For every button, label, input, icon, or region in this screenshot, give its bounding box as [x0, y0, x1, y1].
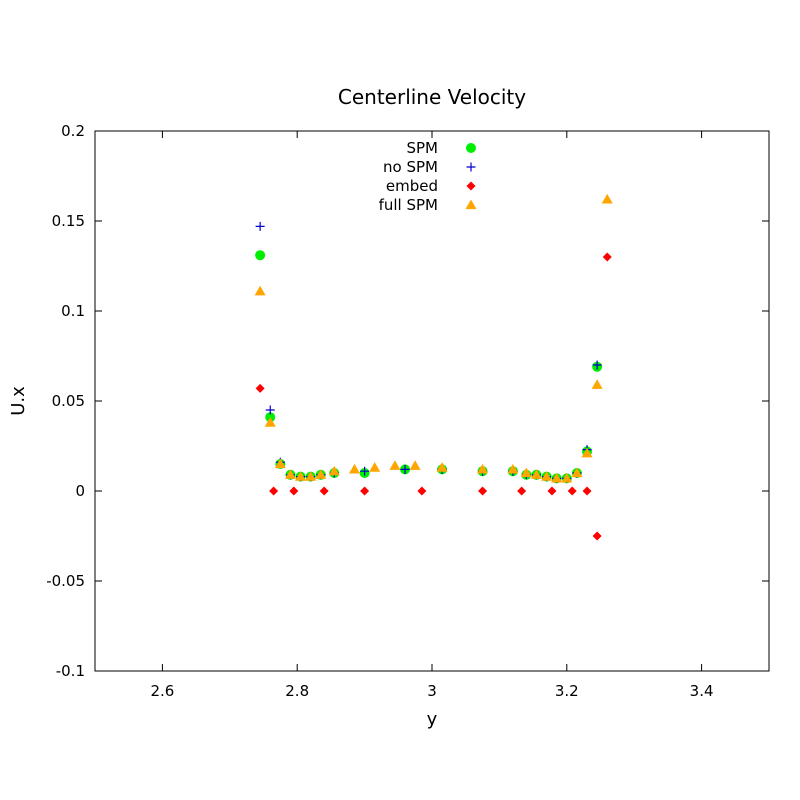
data-point [369, 462, 381, 472]
data-point [269, 486, 279, 496]
data-point [328, 465, 340, 476]
y-tick-label: 0.15 [52, 212, 85, 230]
data-point [255, 221, 265, 231]
data-point [348, 463, 360, 474]
data-point [547, 486, 557, 496]
legend-marker [466, 181, 476, 191]
x-tick-label: 3.2 [555, 682, 579, 700]
y-tick-label: 0 [75, 482, 85, 500]
data-point [400, 464, 410, 474]
data-point [602, 252, 612, 262]
data-point [274, 458, 286, 469]
data-point [567, 486, 577, 496]
data-point [389, 460, 401, 470]
x-tick-label: 3.4 [690, 682, 714, 700]
legend-label: no SPM [383, 158, 438, 176]
data-point [265, 405, 275, 415]
series-no-spm [255, 221, 602, 483]
legend-marker [465, 199, 477, 210]
legend-label: embed [386, 177, 438, 195]
series-spm [255, 250, 603, 484]
y-tick-label: -0.05 [46, 572, 85, 590]
data-point [315, 469, 327, 479]
data-point [295, 471, 307, 481]
series-embed [255, 252, 612, 541]
y-tick-label: 0.2 [61, 122, 85, 140]
data-point [436, 462, 448, 472]
data-points [254, 193, 613, 541]
data-point [284, 469, 296, 479]
data-point [520, 467, 532, 478]
x-tick-label: 2.6 [150, 682, 174, 700]
data-point [601, 193, 613, 204]
data-point [360, 486, 370, 496]
data-point [360, 466, 370, 476]
data-point [254, 285, 266, 296]
data-point [592, 531, 602, 541]
chart-title: Centerline Velocity [338, 85, 526, 109]
data-point [551, 472, 563, 483]
data-point [592, 360, 602, 370]
data-point [561, 472, 573, 483]
data-point [571, 467, 583, 478]
data-point [517, 486, 527, 496]
data-point [255, 383, 265, 393]
data-point [591, 379, 603, 389]
y-tick-label: 0.1 [61, 302, 85, 320]
x-tick-label: 3 [427, 682, 437, 700]
data-point [305, 471, 317, 481]
legend-label: full SPM [379, 196, 438, 214]
data-point [255, 250, 266, 261]
y-tick-label: -0.1 [56, 662, 85, 680]
data-point [581, 447, 593, 458]
data-point [319, 486, 329, 496]
data-point [264, 417, 276, 427]
data-point [507, 463, 519, 474]
legend-label: SPM [406, 139, 438, 157]
series-full-spm [254, 193, 613, 483]
data-point [541, 471, 553, 481]
data-point [417, 486, 427, 496]
legend-marker [466, 143, 476, 153]
data-point [530, 469, 542, 479]
axis-ticks: 2.6 2.8 3 3.2 3.4 -0.1 -0.05 0 0.05 0.1 0.15 0.2 [46, 122, 769, 700]
x-axis-label: y [427, 709, 438, 730]
y-axis-label: U.x [8, 386, 29, 416]
legend-marker [466, 162, 476, 172]
x-tick-label: 2.8 [285, 682, 309, 700]
data-point [289, 486, 299, 496]
data-point [478, 486, 488, 496]
data-point [409, 460, 421, 470]
data-point [477, 463, 489, 474]
y-tick-label: 0.05 [52, 392, 85, 410]
data-point [582, 486, 592, 496]
